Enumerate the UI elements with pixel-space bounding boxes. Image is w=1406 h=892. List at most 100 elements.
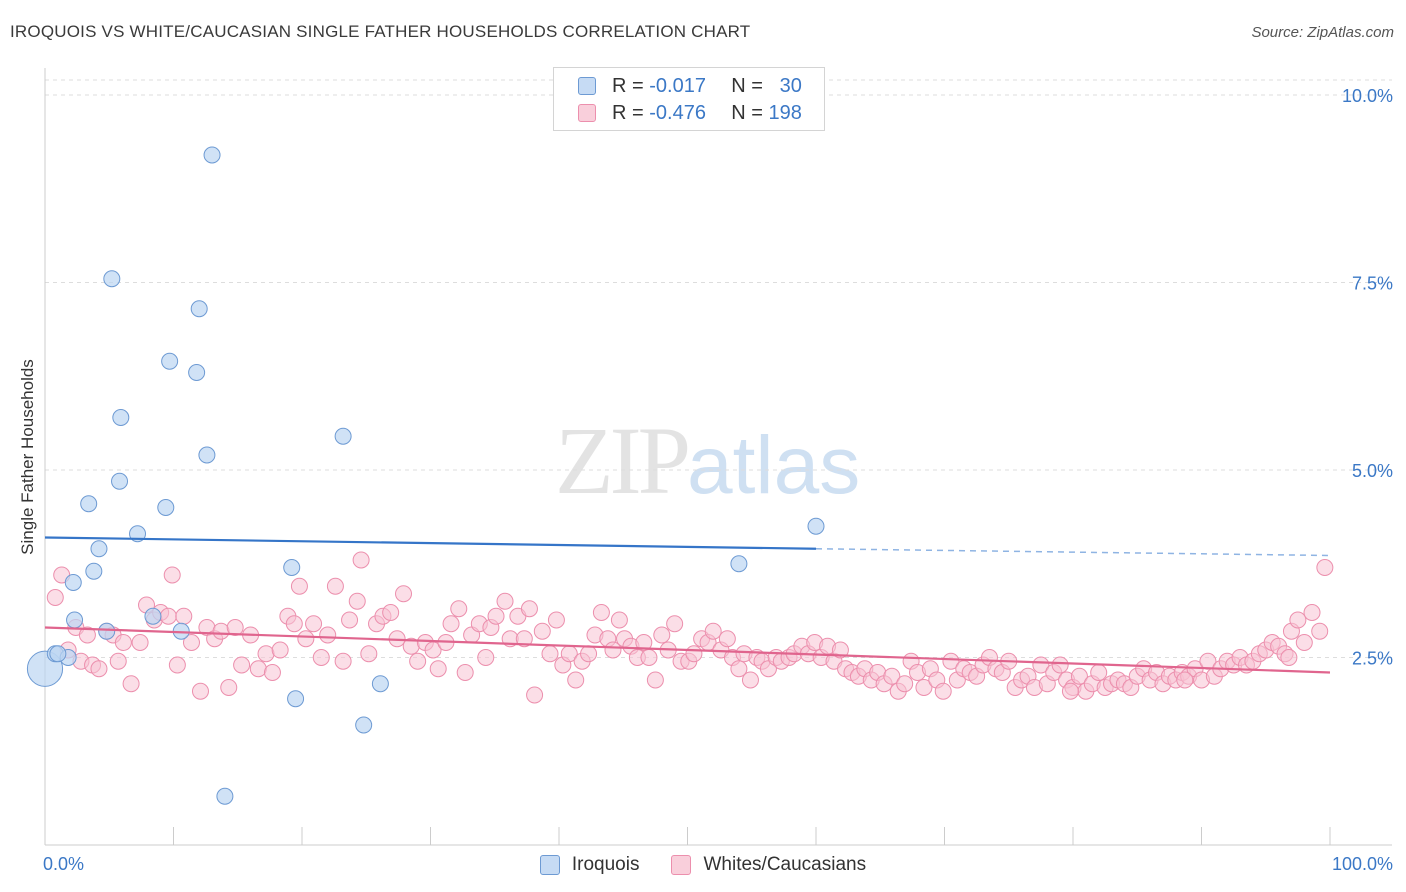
data-point-iroquois <box>112 409 130 426</box>
legend-r-value: -0.476 <box>649 101 706 124</box>
legend-swatch-whites <box>671 855 692 875</box>
legend-n-label: N = <box>731 74 763 97</box>
data-point-whites <box>114 634 132 651</box>
data-point-whites <box>159 607 177 625</box>
data-point-iroquois <box>66 611 84 629</box>
data-point-whites <box>182 634 200 651</box>
data-point-whites <box>526 686 544 704</box>
legend-r-label: R = <box>612 74 644 97</box>
data-point-whites <box>450 600 468 618</box>
data-point-whites <box>1311 622 1329 640</box>
data-point-whites <box>305 615 323 633</box>
data-point-iroquois <box>287 690 305 708</box>
data-point-whites <box>290 577 308 595</box>
data-point-whites <box>285 615 303 633</box>
data-point-iroquois <box>80 495 98 513</box>
y-tick-label: 2.5% <box>1352 649 1393 669</box>
data-point-whites <box>592 604 610 621</box>
data-point-whites <box>896 675 914 693</box>
data-point-iroquois <box>371 675 389 693</box>
y-axis-label: Single Father Households <box>18 359 37 555</box>
data-point-whites <box>456 664 474 681</box>
legend-item-iroquois: Iroquois <box>539 854 639 876</box>
data-point-whites <box>520 600 538 618</box>
data-point-whites <box>348 592 366 610</box>
data-point-whites <box>533 622 551 640</box>
data-point-whites <box>547 611 565 629</box>
data-point-whites <box>1295 634 1313 651</box>
y-tick-label: 10.0% <box>1342 86 1393 106</box>
data-point-whites <box>319 626 337 644</box>
data-point-whites <box>212 622 230 640</box>
data-point-whites <box>1303 604 1321 621</box>
data-point-iroquois <box>283 559 301 576</box>
data-point-whites <box>220 679 238 696</box>
data-point-whites <box>1090 664 1108 681</box>
data-point-iroquois <box>216 787 234 805</box>
data-point-iroquois <box>49 645 67 663</box>
data-point-whites <box>334 652 352 670</box>
legend-swatch-whites <box>578 104 596 122</box>
data-point-whites <box>934 682 952 700</box>
legend-row-iroquois: R = -0.017 N = 30 <box>578 74 802 98</box>
series-legend: Iroquois Whites/Caucasians <box>0 852 1406 878</box>
data-point-whites <box>567 671 585 689</box>
data-point-whites <box>341 611 359 629</box>
legend-r-value: -0.017 <box>649 74 706 97</box>
data-point-iroquois <box>111 472 129 490</box>
data-point-whites <box>409 652 427 670</box>
data-point-whites <box>541 645 559 663</box>
trend-line-whites <box>44 626 1331 674</box>
data-point-whites <box>1280 649 1298 666</box>
data-point-whites <box>1289 611 1307 629</box>
x-tick-label: 0.0% <box>43 854 84 874</box>
y-tick-label: 5.0% <box>1352 461 1393 481</box>
correlation-legend: R = -0.017 N = 30 R = -0.476 N = 198 <box>553 67 825 131</box>
data-point-whites <box>263 664 281 681</box>
data-point-iroquois <box>144 607 162 625</box>
watermark: ZIPatlas <box>555 405 860 516</box>
data-point-whites <box>191 682 209 700</box>
data-point-whites <box>604 641 622 659</box>
data-point-whites <box>109 652 127 670</box>
data-point-whites <box>122 675 140 693</box>
data-point-iroquois <box>85 562 103 580</box>
data-point-iroquois <box>190 300 208 318</box>
legend-item-whites: Whites/Caucasians <box>671 854 866 876</box>
data-point-iroquois <box>730 555 748 573</box>
data-point-whites <box>1316 559 1334 576</box>
data-point-whites <box>915 679 933 696</box>
data-point-whites <box>1070 667 1088 685</box>
watermark-atlas: atlas <box>687 420 861 511</box>
data-point-whites <box>271 641 289 659</box>
data-point-whites <box>131 634 149 651</box>
data-point-whites <box>233 656 251 674</box>
data-point-whites <box>477 649 495 666</box>
data-point-whites <box>442 615 460 633</box>
data-point-whites <box>580 645 598 663</box>
data-point-whites <box>666 615 684 633</box>
data-point-whites <box>78 626 96 644</box>
data-point-whites <box>496 592 514 610</box>
data-point-whites <box>257 645 275 663</box>
data-point-whites <box>297 630 315 648</box>
data-point-whites <box>883 667 901 685</box>
chart-source: Source: ZipAtlas.com <box>1251 24 1394 41</box>
data-point-whites <box>741 671 759 689</box>
legend-n-value: 198 <box>768 101 802 124</box>
data-point-whites <box>352 551 370 569</box>
data-point-whites <box>718 630 736 648</box>
watermark-zip: ZIP <box>555 407 691 514</box>
data-point-iroquois <box>103 270 121 288</box>
trend-line-iroquois-extrapolated <box>815 548 1331 557</box>
data-point-whites <box>515 630 533 648</box>
data-point-iroquois <box>157 499 175 516</box>
data-point-whites <box>1061 682 1079 700</box>
data-point-whites <box>1032 656 1050 674</box>
data-point-whites <box>312 649 330 666</box>
data-point-whites <box>730 660 748 678</box>
trend-line-iroquois <box>44 536 817 550</box>
data-point-iroquois <box>355 716 373 734</box>
data-point-whites <box>1051 656 1069 674</box>
data-point-iroquois <box>203 146 221 164</box>
